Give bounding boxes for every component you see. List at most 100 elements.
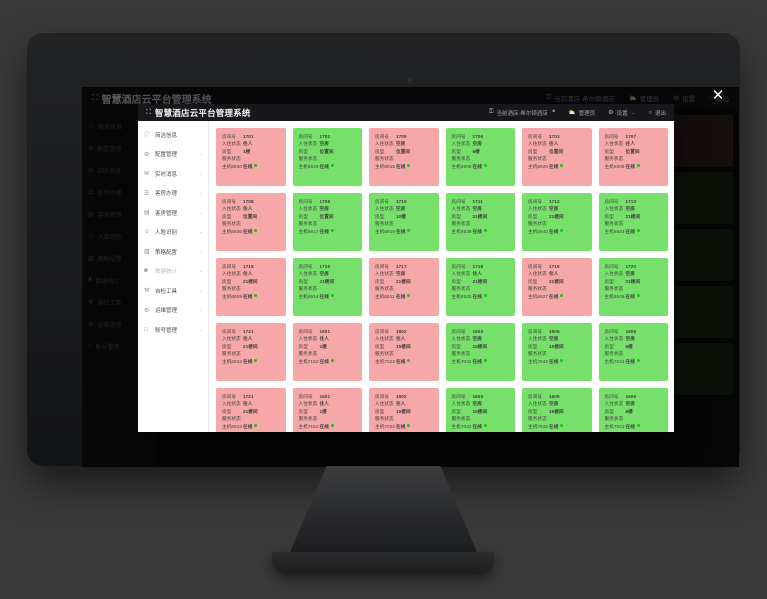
card-label-service: 服务状态 [604, 351, 624, 357]
sidebar-item-9[interactable]: ⚒ 自检工具 ⌄ [138, 281, 208, 301]
room-card[interactable]: 房间号 1712 入住状态 空房 房型 21楼间 服务状态 主机6940 在线 [522, 193, 592, 251]
card-row-room_type: 房型 15楼间 [528, 408, 586, 415]
sidebar-item-8[interactable]: ■ 数据统计 ⌄ [138, 262, 208, 282]
room-card[interactable]: 房间号 1701 入住状态 住人 房型 1楼 服务状态 主机6930 在线 [216, 128, 286, 186]
room-card[interactable]: 房间号 1703 入住状态 住人 房型 位置间 服务状态 主机6920 在线 [522, 128, 592, 186]
room-card[interactable]: 房间号 1719 入住状态 住人 房型 21楼间 服务状态 主机6927 在线 [522, 258, 592, 316]
sidebar-item-2[interactable]: ⚙ 配置管理 ⌄ [138, 145, 208, 165]
sidebar-item-7[interactable]: ▧ 策略配置 ⌄ [138, 242, 208, 262]
modal-topbar-right: ⚿ 当前酒店·希尔顿酒店 ⊗ ⛅ 管理员 ⚙ 设置 ⌄ ○ 退出 [489, 108, 666, 117]
card-label-room_no: 房间号 [528, 134, 543, 139]
card-label-host: 主机7041 [604, 423, 625, 429]
close-icon[interactable]: ✕ [711, 87, 725, 104]
online-status-dot [254, 164, 258, 168]
sidebar-item-5[interactable]: ▤ 客房管理 ⌄ [138, 203, 208, 223]
room-card[interactable]: 房间号 1717 入住状态 空房 房型 21楼间 服务状态 主机6911 在线 [369, 258, 439, 316]
card-row-room_no: 房间号 1710 [375, 198, 433, 205]
card-label-service: 服务状态 [298, 416, 318, 422]
card-value-room_type: 21楼间 [319, 278, 335, 284]
card-row-host: 主机6936 在线 [222, 228, 280, 235]
card-value-occupancy: 空房 [625, 206, 635, 212]
card-label-host: 主机6911 [375, 293, 395, 299]
online-status-dot [407, 424, 411, 428]
sidebar-item-3[interactable]: ✉ 实时消息 ⌄ [138, 164, 208, 184]
room-card[interactable]: 房间号 1705 入住状态 空房 房型 位置间 服务状态 主机6915 在线 [369, 128, 439, 186]
card-row-service: 服务状态 [605, 155, 663, 162]
card-value-room_type: 21楼间 [549, 213, 564, 219]
room-card[interactable]: 房间号 1601 入住状态 住人 房型 1楼 服务状态 主机7152 在线 [292, 388, 362, 432]
room-card[interactable]: 房间号 1721 入住状态 住人 房型 21楼间 服务状态 主机6913 在线 [216, 323, 286, 381]
card-row-service: 服务状态 [222, 350, 280, 357]
sidebar-item-1[interactable]: ⓘ 简洁信息 [138, 125, 208, 145]
room-card[interactable]: 房间号 1720 入住状态 空房 房型 21楼间 服务状态 主机6926 在线 [598, 258, 668, 316]
sidebar-item-4[interactable]: ☰ 客房办理 ⌄ [138, 184, 208, 204]
card-label-room_type: 房型 [604, 408, 614, 414]
card-row-room_type: 房型 位置间 [222, 213, 280, 220]
card-row-room_type: 房型 21楼间 [452, 278, 510, 285]
card-row-occupancy: 入住状态 空房 [375, 140, 433, 147]
room-card[interactable]: 房间号 1716 入住状态 空房 房型 21楼间 服务状态 主机6914 在线 [292, 258, 362, 316]
card-value-room_no: 1716 [319, 264, 331, 269]
card-label-room_no: 房间号 [528, 329, 543, 334]
card-row-service: 服务状态 [528, 350, 586, 357]
room-card[interactable]: 房间号 1601 入住状态 住人 房型 1楼 服务状态 主机7152 在线 [292, 323, 362, 381]
room-card[interactable]: 房间号 1603 入住状态 空房 房型 15楼间 服务状态 主机7042 在线 [445, 388, 515, 432]
online-status-dot [330, 229, 334, 233]
chevron-down-icon: ⌄ [199, 287, 203, 293]
card-row-room_no: 房间号 1606 [605, 393, 663, 400]
card-value-host_status: 在线 [472, 163, 482, 169]
room-card[interactable]: 房间号 1605 入住状态 空房 房型 15楼间 服务状态 主机7042 在线 [522, 323, 592, 381]
card-value-room_type: 1楼 [319, 343, 327, 349]
room-card[interactable]: 房间号 1711 入住状态 空房 房型 21楼间 服务状态 主机6938 在线 [445, 193, 515, 251]
room-card[interactable]: 房间号 1721 入住状态 住人 房型 21楼间 服务状态 主机6913 在线 [216, 388, 286, 432]
card-row-service: 服务状态 [375, 220, 433, 227]
sidebar-item-11[interactable]: □ 账号管理 ⌄ [138, 320, 208, 340]
sidebar-item-label: 人脸识别 [155, 230, 178, 237]
room-card[interactable]: 房间号 1602 入住状态 住人 房型 15楼间 服务状态 主机7022 在线 [369, 388, 439, 432]
card-label-occupancy: 入住状态 [528, 206, 547, 212]
card-label-service: 服务状态 [528, 416, 547, 422]
card-value-room_type: 位置间 [319, 148, 334, 154]
card-row-service: 服务状态 [452, 155, 510, 162]
card-value-occupancy: 空房 [549, 336, 559, 342]
room-card[interactable]: 房间号 1606 入住状态 空房 房型 6楼 服务状态 主机7041 在线 [598, 388, 668, 432]
room-card[interactable]: 房间号 1606 入住状态 空房 房型 6楼 服务状态 主机7041 在线 [598, 323, 668, 381]
topbar-item-3[interactable]: ⚙ 设置 ⌄ [608, 109, 635, 117]
monitor-body: ⛶ 智慧酒店云平台管理系统 ⚿当前酒店·希尔顿酒店⛅管理员⚙设置○退出 ⓘ简洁信… [27, 33, 740, 467]
card-row-service: 服务状态 [375, 415, 433, 422]
sidebar-item-10[interactable]: ⚙ 运维管理 ⌄ [138, 301, 208, 321]
room-card[interactable]: 房间号 1706 入住状态 空房 房型 6楼 服务状态 主机6908 在线 [445, 128, 515, 186]
room-card[interactable]: 房间号 1603 入住状态 空房 房型 15楼间 服务状态 主机7042 在线 [445, 323, 515, 381]
card-row-occupancy: 入住状态 住人 [605, 140, 663, 147]
topbar-item-1[interactable]: ⚿ 当前酒店·希尔顿酒店 ⊗ [489, 108, 555, 117]
card-label-host: 主机6920 [528, 163, 549, 169]
card-label-room_no: 房间号 [604, 329, 619, 334]
card-label-room_type: 房型 [222, 343, 232, 349]
room-card[interactable]: 房间号 1713 入住状态 空房 房型 21楼间 服务状态 主机6924 在线 [598, 193, 668, 251]
card-value-room_type: 21楼间 [396, 278, 411, 284]
card-value-host_status: 在线 [319, 358, 329, 364]
modal-topbar: ⛶ 智慧酒店云平台管理系统 ⚿ 当前酒店·希尔顿酒店 ⊗ ⛅ 管理员 ⚙ 设置 ⌄ ○ 退出 [138, 104, 674, 121]
room-card[interactable]: 房间号 1605 入住状态 空房 房型 15楼间 服务状态 主机7042 在线 [522, 388, 592, 432]
card-row-occupancy: 入住状态 空房 [605, 400, 663, 407]
room-card[interactable]: 房间号 1602 入住状态 住人 房型 15楼间 服务状态 主机7022 在线 [369, 323, 439, 381]
room-card[interactable]: 房间号 1707 入住状态 住人 房型 位置间 服务状态 主机6909 在线 [598, 128, 668, 186]
topbar-item-2[interactable]: ⛅ 管理员 [568, 109, 595, 117]
room-card[interactable]: 房间号 1710 入住状态 空房 房型 10楼 服务状态 主机6919 在线 [369, 193, 439, 251]
room-card[interactable]: 房间号 1715 入住状态 住人 房型 21楼间 服务状态 主机6909 在线 [216, 258, 286, 316]
card-row-room_no: 房间号 1603 [452, 328, 510, 335]
card-label-service: 服务状态 [375, 286, 394, 292]
card-value-room_type: 6楼 [625, 408, 633, 414]
card-value-room_type: 15楼间 [549, 343, 564, 349]
room-card[interactable]: 房间号 1708 入住状态 住人 房型 位置间 服务状态 主机6936 在线 [216, 193, 286, 251]
card-label-room_no: 房间号 [375, 264, 390, 269]
room-card[interactable]: 房间号 1709 入住状态 空房 房型 位置间 服务状态 主机6917 在线 [292, 193, 362, 251]
sidebar-item-6[interactable]: ☺ 人脸识别 ⌄ [138, 223, 208, 243]
card-row-room_no: 房间号 1701 [222, 133, 280, 140]
topbar-item-4[interactable]: ○ 退出 [648, 109, 666, 117]
card-row-occupancy: 入住状态 住人 [222, 400, 280, 407]
room-card[interactable]: 房间号 1702 入住状态 空房 房型 位置间 服务状态 主机6929 在线 [292, 128, 362, 186]
card-row-occupancy: 入住状态 空房 [605, 335, 663, 342]
card-row-occupancy: 入住状态 空房 [528, 205, 586, 212]
room-card[interactable]: 房间号 1718 入住状态 住人 房型 21楼间 服务状态 主机6925 在线 [445, 258, 515, 316]
